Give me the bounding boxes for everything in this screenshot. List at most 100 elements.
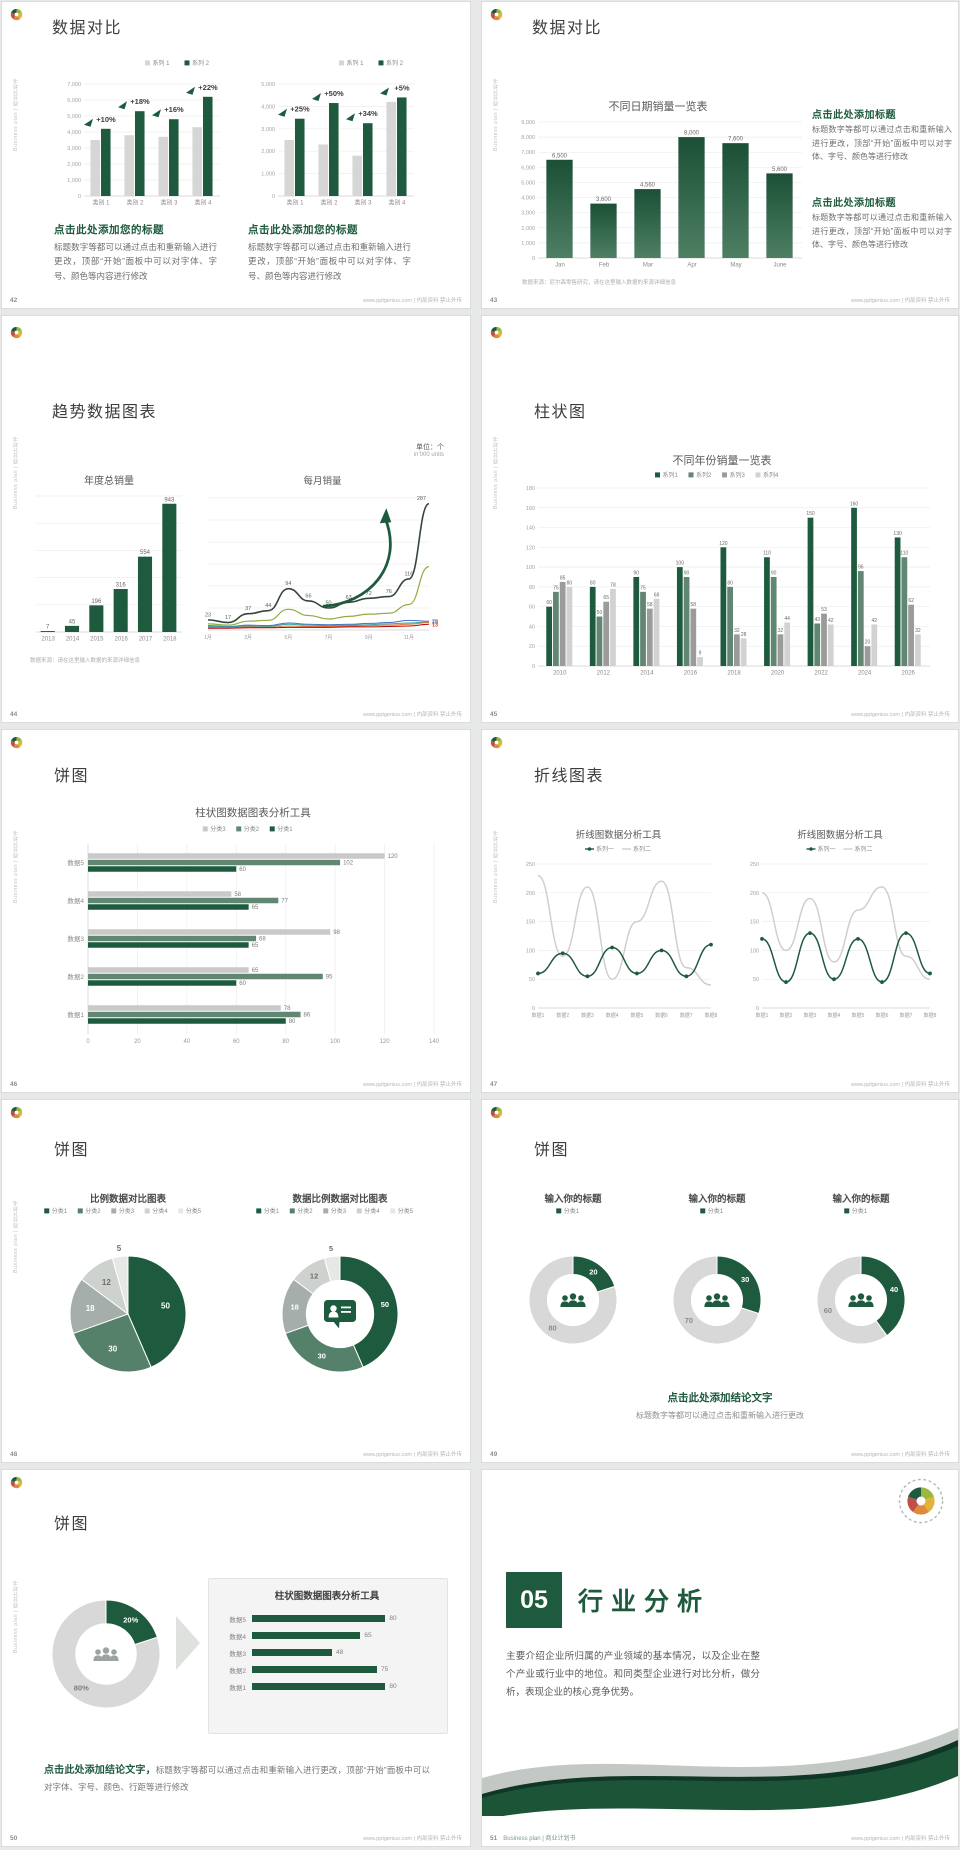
sidebar-vertical-text: Business plan | 商业计划书	[13, 1200, 19, 1273]
svg-text:类别 1: 类别 1	[92, 199, 110, 207]
page-number: 43	[490, 297, 498, 304]
svg-text:+10%: +10%	[96, 115, 116, 124]
svg-text:数据4: 数据4	[67, 896, 84, 905]
svg-text:2022: 2022	[814, 671, 828, 677]
grouped-bar-chart-left: 系列 1 系列 2 0 1,000 2,000 3,000 4,000 5,000 6,000 7…	[54, 58, 226, 208]
svg-text:数据4: 数据4	[606, 1012, 619, 1019]
svg-text:分类1: 分类1	[52, 1207, 68, 1215]
svg-text:2016: 2016	[684, 671, 698, 677]
sidebar-vertical-text: Business plan | 商业计划书	[13, 436, 19, 509]
section-body: 主要介绍企业所归属的产业领域的基本情况，以及企业在整个产业或行业中的地位。和同类…	[506, 1651, 760, 1699]
svg-text:折线图数据分析工具: 折线图数据分析工具	[797, 829, 883, 841]
svg-text:2018: 2018	[163, 637, 177, 643]
svg-text:65: 65	[252, 968, 259, 974]
svg-text:系列4: 系列4	[763, 471, 779, 479]
sidebar-vertical-text: Business plan | 商业计划书	[493, 830, 499, 903]
slide-title: 趋势数据图表	[52, 404, 158, 421]
svg-text:不同年份销量一览表: 不同年份销量一览表	[673, 453, 772, 467]
footer-site-text: www.pptgenius.com | 内部资料 禁止外传	[851, 712, 950, 718]
slide-46-thumbnail: Business plan | 商业计划书 饼图 柱状图数据图表分析工具 分类3 分…	[2, 730, 470, 1092]
svg-text:23: 23	[205, 612, 211, 618]
svg-text:60: 60	[239, 981, 246, 987]
svg-text:数据1: 数据1	[67, 1010, 84, 1019]
sidebar-vertical-text: Business plan | 商业计划书	[13, 1580, 19, 1653]
svg-text:200: 200	[750, 891, 759, 897]
svg-text:32: 32	[778, 628, 784, 634]
svg-text:2014: 2014	[640, 671, 654, 677]
slide-footer: 42 www.pptgenius.com | 内部资料 禁止外传	[10, 296, 462, 304]
svg-text:2013: 2013	[41, 637, 55, 643]
svg-text:80: 80	[282, 1039, 289, 1045]
swoosh-graphic	[482, 1728, 958, 1816]
svg-text:2024: 2024	[858, 671, 872, 677]
svg-text:3,600: 3,600	[596, 197, 612, 203]
svg-text:60: 60	[546, 600, 552, 606]
text-block-body: 标题数字等都可以通过点击和重新输入进行更改，顶部“开始”面板中可以对字体、字号、…	[812, 213, 952, 250]
svg-text:7: 7	[46, 625, 50, 631]
svg-text:数据1: 数据1	[756, 1012, 769, 1019]
slide-45-thumbnail: Business plan | 商业计划书 柱状图 不同年份销量一览表 系列1 系列…	[482, 316, 958, 722]
svg-text:分类4: 分类4	[152, 1207, 168, 1215]
svg-text:Jan: Jan	[555, 263, 565, 269]
svg-text:86: 86	[304, 1012, 311, 1018]
svg-text:50: 50	[753, 977, 759, 983]
svg-text:250: 250	[526, 862, 535, 868]
svg-text:折线图数据分析工具: 折线图数据分析工具	[576, 829, 662, 841]
svg-text:数据2: 数据2	[67, 972, 84, 981]
donut-chart-3: 输入你的标题 分类1 40 60	[790, 1192, 932, 1380]
svg-text:分类3: 分类3	[119, 1207, 135, 1215]
svg-text:200: 200	[526, 891, 535, 897]
slide-50-thumbnail: Business plan | 商业计划书 饼图 20% 80% 柱状图数据图表分…	[2, 1470, 470, 1846]
svg-text:102: 102	[343, 860, 354, 866]
svg-text:44: 44	[784, 616, 790, 622]
svg-text:80%: 80%	[74, 1684, 89, 1693]
svg-text:系列二: 系列二	[633, 845, 651, 853]
svg-text:+34%: +34%	[358, 109, 378, 118]
svg-text:数据比例数据对比图表: 数据比例数据对比图表	[291, 1193, 388, 1205]
svg-text:分类2: 分类2	[297, 1207, 313, 1215]
yearly-sales-grouped-bar-chart: 不同年份销量一览表 系列1 系列2 系列3 系列4 0 20 40 60 80 100 120 140 1…	[508, 452, 936, 678]
svg-text:类别 1: 类别 1	[286, 199, 304, 207]
svg-text:8,000: 8,000	[684, 131, 700, 137]
line-chart-right: 折线图数据分析工具 系列一 系列二 0 50 100 150 200 250 数据1 数据2 数据3 数…	[740, 826, 940, 1022]
svg-text:2014: 2014	[66, 637, 80, 643]
svg-text:316: 316	[116, 583, 127, 589]
svg-text:0: 0	[756, 1006, 759, 1012]
page-number: 42	[10, 297, 18, 304]
svg-text:180: 180	[526, 486, 535, 492]
svg-text:数据6: 数据6	[655, 1012, 668, 1019]
svg-text:62: 62	[908, 598, 914, 604]
svg-text:20: 20	[865, 640, 871, 646]
svg-text:37: 37	[245, 606, 251, 612]
unit-label: 单位：个 in'000 units	[413, 444, 444, 458]
svg-text:100: 100	[526, 565, 535, 571]
slide-footer: 44 www.pptgenius.com | 内部资料 禁止外传	[10, 710, 462, 718]
svg-text:80: 80	[567, 580, 573, 586]
conclusion-heading: 点击此处添加结论文字	[667, 1392, 773, 1404]
donut-chart-1: 输入你的标题 分类1 20 80	[502, 1192, 644, 1380]
svg-text:196: 196	[91, 599, 102, 605]
svg-text:数据4: 数据4	[828, 1012, 841, 1019]
data-source-note: 数据来源：尼尔森零售研究，请在这里输入数据的来源详细信息	[522, 280, 677, 286]
svg-text:+5%: +5%	[394, 83, 410, 92]
svg-text:80: 80	[590, 580, 596, 586]
svg-text:11月: 11月	[404, 635, 414, 641]
svg-text:43: 43	[814, 617, 820, 623]
svg-text:80: 80	[548, 1324, 556, 1333]
slide-footer: 47 www.pptgenius.com | 内部资料 禁止外传	[490, 1080, 950, 1088]
svg-text:100: 100	[526, 948, 535, 954]
svg-text:1,000: 1,000	[261, 172, 275, 178]
svg-text:17: 17	[225, 615, 231, 621]
svg-text:58: 58	[647, 602, 653, 608]
svg-text:数据6: 数据6	[876, 1012, 889, 1019]
svg-text:7,600: 7,600	[728, 137, 744, 143]
svg-text:44: 44	[265, 603, 271, 609]
svg-text:100: 100	[676, 561, 685, 567]
svg-text:80: 80	[529, 585, 535, 591]
slide-title: 饼图	[54, 768, 90, 785]
svg-text:943: 943	[164, 497, 175, 503]
svg-text:53: 53	[821, 607, 827, 613]
svg-text:20: 20	[529, 644, 535, 650]
svg-text:类别 4: 类别 4	[194, 199, 212, 207]
svg-text:94: 94	[285, 581, 291, 587]
